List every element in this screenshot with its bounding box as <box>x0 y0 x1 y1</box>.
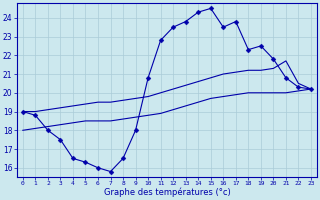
X-axis label: Graphe des températures (°c): Graphe des températures (°c) <box>104 188 230 197</box>
